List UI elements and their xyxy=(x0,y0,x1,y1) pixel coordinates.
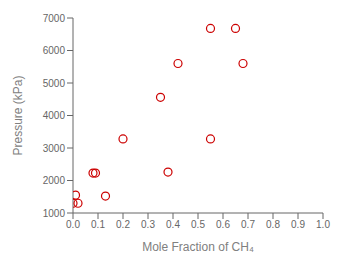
svg-text:0.2: 0.2 xyxy=(116,219,130,230)
svg-text:2000: 2000 xyxy=(43,175,66,186)
svg-text:6000: 6000 xyxy=(43,45,66,56)
svg-text:0.7: 0.7 xyxy=(241,219,255,230)
svg-text:0.6: 0.6 xyxy=(216,219,230,230)
svg-text:4000: 4000 xyxy=(43,110,66,121)
svg-text:0.8: 0.8 xyxy=(266,219,280,230)
svg-text:0.0: 0.0 xyxy=(66,219,80,230)
svg-text:0.5: 0.5 xyxy=(191,219,205,230)
svg-text:0.4: 0.4 xyxy=(166,219,180,230)
svg-text:Pressure (kPa): Pressure (kPa) xyxy=(11,75,25,155)
svg-text:3000: 3000 xyxy=(43,143,66,154)
svg-text:1.0: 1.0 xyxy=(316,219,330,230)
svg-text:0.3: 0.3 xyxy=(141,219,155,230)
svg-text:0.9: 0.9 xyxy=(291,219,305,230)
svg-text:7000: 7000 xyxy=(43,13,66,24)
svg-text:5000: 5000 xyxy=(43,78,66,89)
svg-text:0.1: 0.1 xyxy=(91,219,105,230)
svg-text:Mole Fraction of CH₄: Mole Fraction of CH₄ xyxy=(142,240,254,254)
svg-text:1000: 1000 xyxy=(43,208,66,219)
